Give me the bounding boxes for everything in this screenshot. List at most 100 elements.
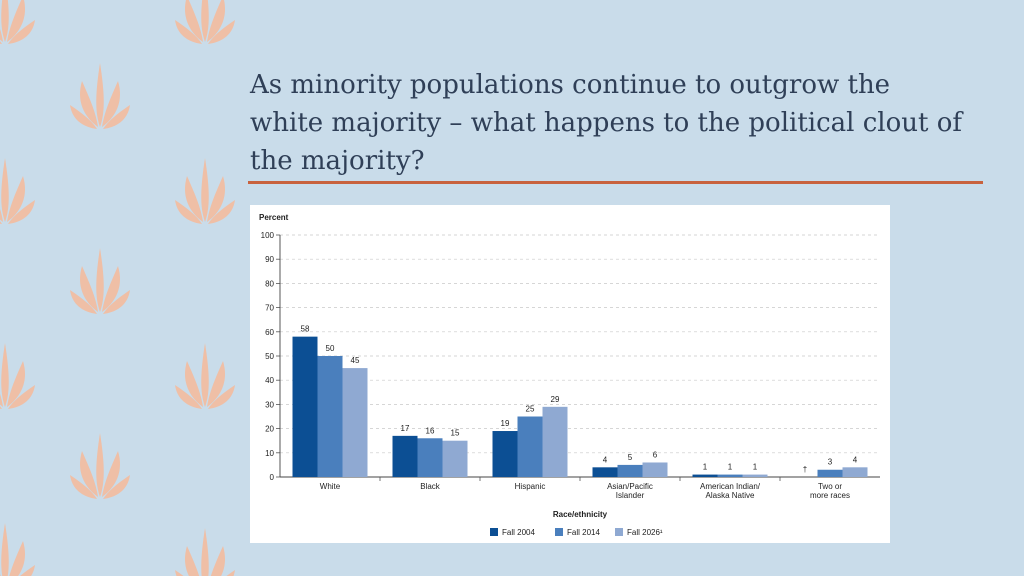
leaf-shape: [201, 343, 209, 407]
leaf-sprig-icon: [70, 248, 130, 314]
leaf-shape: [1, 158, 9, 222]
y-tick-label: 20: [265, 425, 274, 434]
legend-swatch: [490, 528, 498, 536]
x-category-label: Asian/Pacific: [607, 482, 653, 491]
x-category-label: Alaska Native: [706, 491, 755, 500]
leaf-shape: [0, 573, 1, 576]
bar: [717, 474, 743, 477]
bar: [292, 336, 318, 477]
leaf-shape: [201, 0, 209, 42]
legend-swatch: [615, 528, 623, 536]
bar: [442, 440, 468, 477]
legend-label: Fall 2004: [502, 528, 535, 537]
leaf-shape: [96, 63, 104, 127]
bar: [392, 435, 418, 477]
legend-swatch: [555, 528, 563, 536]
leaf-shape: [185, 546, 200, 576]
data-label: 19: [501, 419, 510, 428]
y-tick-label: 80: [265, 279, 274, 288]
leaf-shape: [185, 0, 203, 42]
legend-label: Fall 2026¹: [627, 528, 663, 537]
y-tick-label: 0: [270, 473, 275, 482]
data-label: 6: [653, 450, 658, 459]
y-axis-title: Percent: [259, 213, 289, 222]
leaf-shape: [7, 361, 26, 407]
leaf-shape: [103, 290, 130, 314]
leaf-shape: [175, 570, 184, 576]
data-label: 58: [301, 325, 310, 334]
leaf-shape: [0, 393, 3, 407]
leaf-shape: [7, 176, 26, 222]
bar: [692, 474, 718, 477]
leaf-shape: [210, 546, 225, 576]
leaf-shape: [208, 385, 235, 409]
leaf-sprig-icon: [0, 0, 35, 44]
leaf-sprig-icon: [70, 63, 130, 129]
leaf-shape: [1, 523, 9, 576]
leaf-shape: [1, 0, 9, 42]
leaf-shape: [207, 361, 226, 407]
leaf-shape: [8, 385, 35, 409]
leaf-shape: [70, 105, 97, 129]
leaf-shape: [70, 290, 97, 314]
leaf-shape: [103, 475, 130, 499]
leaf-shape: [0, 406, 2, 409]
chart-card: Percent 0 10 20 30 40 50 60 70 80 90 100 58 50 45 White…: [250, 205, 890, 543]
data-label: 15: [451, 429, 460, 438]
leaf-shape: [226, 570, 235, 576]
x-category-label: White: [320, 482, 341, 491]
leaf-shape: [20, 565, 35, 576]
leaf-shape: [0, 41, 2, 44]
leaf-shape: [208, 200, 235, 224]
data-label: †: [803, 465, 807, 474]
leaf-shape: [207, 176, 226, 222]
leaf-sprig-icon: [175, 158, 235, 224]
leaf-shape: [201, 528, 209, 576]
leaf-shape: [7, 0, 25, 42]
leaf-shape: [9, 541, 25, 576]
x-category-label: American Indian/: [700, 482, 761, 491]
leaf-shape: [184, 176, 203, 222]
bar: [517, 416, 543, 477]
leaf-shape: [96, 433, 104, 497]
bar: [642, 462, 668, 477]
title-underline: [248, 181, 983, 184]
leaf-shape: [1, 343, 9, 407]
y-tick-label: 100: [261, 231, 275, 240]
data-label: 5: [628, 453, 633, 462]
bar: [542, 406, 568, 477]
data-label: 50: [326, 344, 335, 353]
leaf-shape: [102, 451, 121, 497]
bar: [492, 431, 518, 477]
data-label: 4: [853, 455, 858, 464]
bar: [817, 469, 843, 477]
slide-title: As minority populations continue to outg…: [250, 70, 962, 176]
data-label: 25: [526, 405, 535, 414]
y-tick-label: 40: [265, 376, 274, 385]
bar: [742, 474, 768, 477]
leaf-sprig-icon: [0, 158, 35, 224]
leaf-shape: [208, 20, 235, 44]
leaf-shape: [79, 451, 98, 497]
data-label: 16: [426, 426, 435, 435]
bar: [842, 467, 868, 477]
leaf-shape: [8, 20, 35, 44]
bar: [592, 467, 618, 477]
leaf-shape: [175, 20, 202, 44]
data-label: 3: [828, 458, 833, 467]
bar: [317, 356, 343, 477]
data-label: 1: [703, 463, 708, 472]
data-label: 4: [603, 455, 608, 464]
leaf-decoration-pattern: [0, 0, 235, 576]
leaf-shape: [8, 200, 35, 224]
leaf-shape: [96, 248, 104, 312]
x-category-label: Black: [420, 482, 441, 491]
x-category-label: Two or: [818, 482, 842, 491]
leaf-sprig-icon: [70, 433, 130, 499]
leaf-sprig-icon: [175, 528, 235, 576]
bar: [417, 438, 443, 477]
bar-chart: Percent0102030405060708090100585045White…: [259, 213, 880, 537]
y-tick-label: 10: [265, 449, 274, 458]
leaf-shape: [175, 200, 202, 224]
leaf-shape: [201, 158, 209, 222]
